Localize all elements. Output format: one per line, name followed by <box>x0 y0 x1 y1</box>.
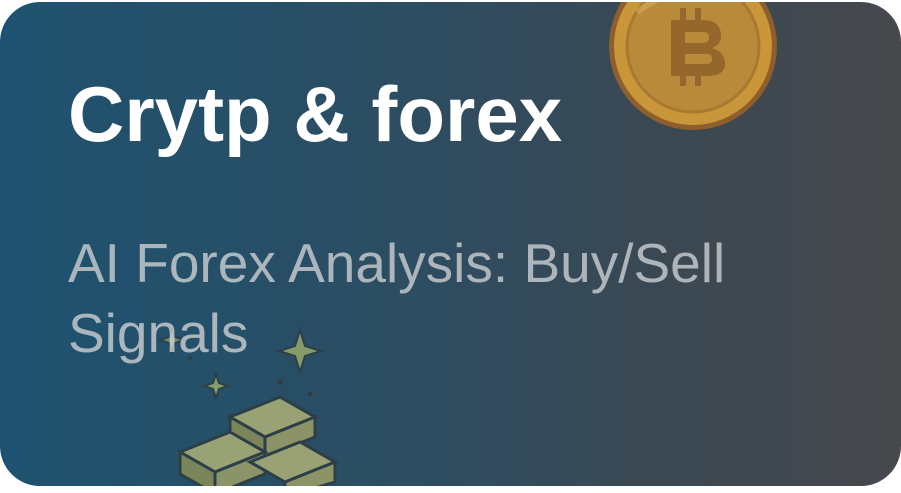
gold-bars-icon <box>156 324 339 486</box>
sparkle-icon <box>275 326 325 376</box>
card-subtitle: AI Forex Analysis: Buy/Sell Signals <box>68 232 726 364</box>
bitcoin-coin-icon <box>609 2 777 130</box>
card-title: Crytp & forex <box>68 70 563 158</box>
sparkle-icon <box>200 370 232 402</box>
sparkle-icon <box>156 324 188 356</box>
